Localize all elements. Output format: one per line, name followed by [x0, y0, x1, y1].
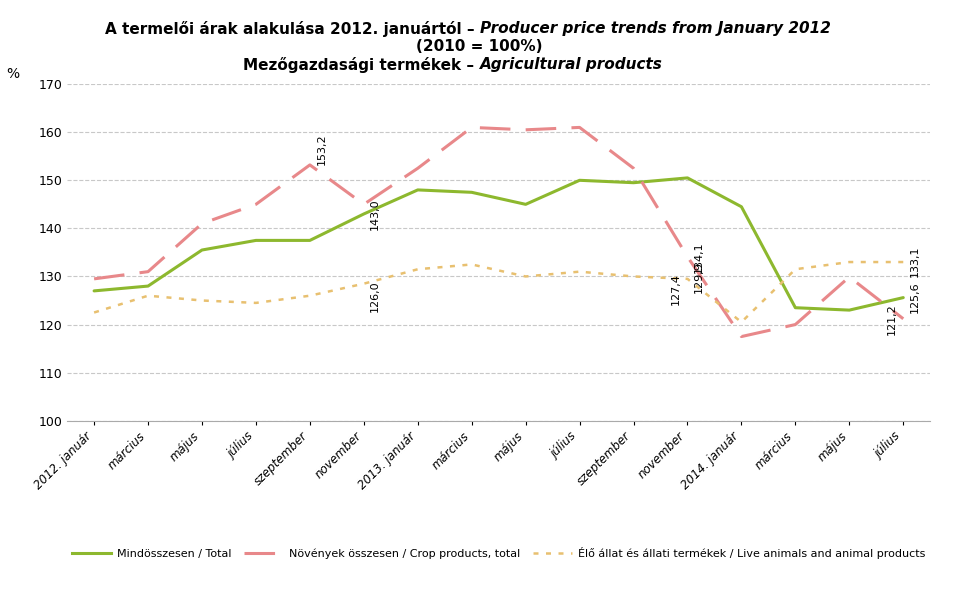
Text: (2010 = 100%): (2010 = 100%) — [416, 39, 543, 54]
Text: 133,1: 133,1 — [910, 246, 920, 277]
Text: 143,0: 143,0 — [370, 198, 381, 230]
Text: 134,1: 134,1 — [694, 241, 704, 273]
Text: Agricultural products: Agricultural products — [480, 57, 663, 72]
Text: 121,2: 121,2 — [887, 303, 897, 335]
Text: A termelői árak alakulása 2012. januártól –: A termelői árak alakulása 2012. januártó… — [105, 21, 480, 37]
Text: 127,4: 127,4 — [671, 273, 681, 305]
Text: 126,0: 126,0 — [370, 280, 381, 311]
Text: 129,9: 129,9 — [694, 261, 704, 293]
Text: Producer price trends from January 2012: Producer price trends from January 2012 — [480, 21, 830, 36]
Text: 125,6: 125,6 — [910, 282, 920, 314]
Legend: Mindösszesen / Total, Növények összesen / Crop products, total, Élő állat és áll: Mindösszesen / Total, Növények összesen … — [68, 542, 929, 563]
Title: A termelői árak alakulása 2012. januártól – Producer price trends from January 2: A termelői árak alakulása 2012. januártó… — [0, 600, 1, 601]
Text: %: % — [7, 67, 20, 81]
Text: Mezőgazdasági termékek –: Mezőgazdasági termékek – — [244, 57, 480, 73]
Text: 153,2: 153,2 — [316, 133, 326, 165]
